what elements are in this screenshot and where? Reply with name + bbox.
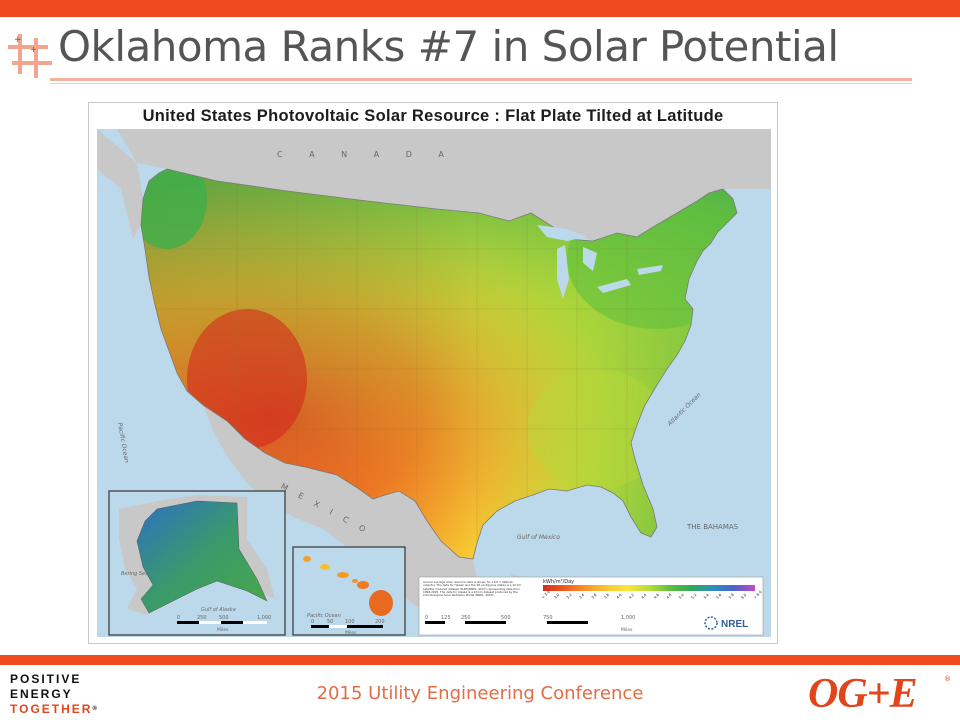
alaska-scale-tick-1: 250 <box>197 615 207 621</box>
lake-ontario <box>637 265 663 275</box>
legend-tick-label: 4.6 <box>653 592 660 599</box>
main-scale-bar: 0 125 250 500 750 1,000 Miles <box>425 615 635 633</box>
gulf-mexico-label: Gulf of Mexico <box>517 534 560 541</box>
main-scale-unit: Miles <box>621 627 633 633</box>
legend-ticks: < 3.0 3.0 3.2 3.4 3.6 3.8 4.0 4.2 4.4 4.6 4.8 5.0 5.… <box>541 589 763 599</box>
lake-michigan <box>557 245 569 299</box>
hawaii-inset: Pacific Ocean 0 50 100 200 Miles <box>292 546 406 636</box>
main-scale-tick-2: 250 <box>461 615 471 621</box>
hawaii-scale-tick-1: 50 <box>327 619 333 625</box>
lake-erie <box>597 279 631 293</box>
legend-tick-label: 5.2 <box>691 593 698 600</box>
legend-tick-label: 3.6 <box>591 592 598 599</box>
legend-tick-label: 3.8 <box>603 592 610 599</box>
svg-text:+: + <box>14 35 22 45</box>
map-canvas: C A N A D A M E X I C O THE BAHAMAS Paci… <box>97 129 771 637</box>
slogan-line-3: TOGETHER <box>10 702 93 716</box>
legend-tick-label: 4.2 <box>628 593 635 600</box>
title-underline <box>50 78 912 81</box>
legend-tick-label: > 6.0 <box>753 589 763 599</box>
canada-land <box>97 129 771 241</box>
main-scale-tick-0: 0 <box>425 615 428 621</box>
alaska-scale-unit: Miles <box>217 627 229 633</box>
alaska-scale-tick-3: 1,000 <box>257 615 271 621</box>
alaska-scale-tick-2: 500 <box>219 615 229 621</box>
slogan: POSITIVE ENERGY TOGETHER® <box>10 672 97 716</box>
bahamas-label: THE BAHAMAS <box>686 523 739 531</box>
map-title: United States Photovoltaic Solar Resourc… <box>142 107 724 125</box>
slide-title: Oklahoma Ranks #7 in Solar Potential <box>58 22 839 71</box>
legend-tick-label: 5.6 <box>715 592 722 599</box>
nrel-text: NREL <box>721 619 748 630</box>
legend-gradient-bar <box>543 585 755 591</box>
slogan-line-1: POSITIVE <box>10 672 82 686</box>
oge-logo: OG+E <box>808 671 918 717</box>
lake-superior <box>537 225 587 241</box>
legend-note: Annual average solar resource data is sh… <box>423 581 522 598</box>
slogan-line-2: ENERGY <box>10 687 73 701</box>
hawaii-scale-bar: 0 50 100 200 Miles <box>311 619 385 636</box>
solar-resource-map: United States Photovoltaic Solar Resourc… <box>88 102 778 644</box>
hawaii-scale-tick-2: 100 <box>345 619 355 625</box>
legend-tick-label: 5.4 <box>703 592 710 599</box>
hawaii-scale-unit: Miles <box>345 630 357 636</box>
nrel-logo: NREL <box>704 616 748 630</box>
main-scale-tick-3: 500 <box>501 615 511 621</box>
canada-west-land <box>97 129 143 239</box>
main-scale-tick-4: 750 <box>543 615 553 621</box>
logo-registered-mark: ® <box>944 675 951 683</box>
lake-huron <box>583 247 597 271</box>
main-scale-tick-5: 1,000 <box>621 615 635 621</box>
conference-name: 2015 Utility Engineering Conference <box>316 683 644 704</box>
legend-tick-label: 3.4 <box>578 592 585 599</box>
legend-tick-label: 5.0 <box>678 592 685 599</box>
hawaii-scale-tick-0: 0 <box>311 619 314 625</box>
legend-tick-label: 4.4 <box>641 592 648 599</box>
legend-tick-label: 4.8 <box>666 592 673 599</box>
svg-text:+: + <box>30 45 37 54</box>
alaska-inset: Bering Sea Gulf of Alaska 0 250 500 1,00… <box>108 490 286 636</box>
main-scale-tick-1: 125 <box>441 615 451 621</box>
legend-tick-label: 6.0 <box>740 592 747 599</box>
legend-tick-label: 4.0 <box>616 592 623 599</box>
pacific-hawaii-label: Pacific Ocean <box>307 613 341 619</box>
gulf-alaska-label: Gulf of Alaska <box>201 607 236 613</box>
bering-sea-label: Bering Sea <box>121 571 148 577</box>
hawaii-scale-tick-3: 200 <box>375 619 385 625</box>
top-accent-bar <box>0 0 960 17</box>
legend-unit: kWh/m²/Day <box>543 579 574 585</box>
legend-tick-label: < 3.0 <box>541 589 551 599</box>
map-legend: Annual average solar resource data is sh… <box>418 576 764 636</box>
legend-tick-label: 3.2 <box>566 593 573 600</box>
alaska-scale-bar: 0 250 500 1,000 Miles <box>177 615 271 633</box>
canada-label: C A N A D A <box>277 150 456 159</box>
legend-tick-label: 3.0 <box>553 592 560 599</box>
cross-grid-icon: + + <box>8 34 52 78</box>
alaska-scale-tick-0: 0 <box>177 615 180 621</box>
legend-tick-label: 5.8 <box>728 592 735 599</box>
footer-accent-bar <box>0 655 960 665</box>
title-underline-thin <box>50 83 912 84</box>
